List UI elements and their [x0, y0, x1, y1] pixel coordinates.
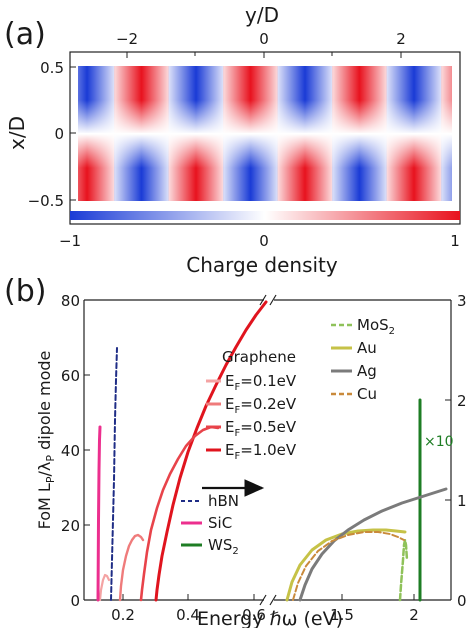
heatmap-fade-top	[78, 100, 452, 134]
panel-b-left-tick-40: 40	[61, 442, 80, 460]
panel-b-x-tick-0-4: 0.4	[176, 606, 200, 624]
panel-b-x-tick-0-2: 0.2	[111, 606, 135, 624]
panel-b-x-tick-1-5: 1.5	[330, 606, 354, 624]
panel-a-left-tick-0: 0	[54, 125, 64, 143]
panel-a-frame	[69, 51, 461, 225]
graphene-legend-entry: EF=0.5eV	[225, 418, 297, 439]
panel-b-left-tick-0: 0	[70, 592, 80, 610]
curve-mos2	[398, 538, 409, 602]
graphene-legend-entry: EF=0.2eV	[225, 395, 297, 416]
panel-a-label: (a)	[4, 17, 46, 52]
panel-b-x-tick-0-6: 0.6	[242, 606, 266, 624]
panel-b-y-axis-label: FoM LP/λP dipole mode	[35, 351, 57, 530]
ws2-x10-annotation: ×10	[424, 434, 454, 450]
graphene-legend-title: Graphene	[222, 348, 296, 366]
heatmap-fade-bottom	[78, 134, 452, 168]
panel-a-left-tick-neg0-5: −0.5	[28, 192, 64, 210]
colorbar-tick-1: 1	[450, 232, 460, 250]
left-legend-entry: WS2	[208, 536, 239, 557]
left-legend: hBN SiC WS2	[181, 492, 239, 557]
curve-graphene-ef-0-5	[139, 425, 220, 602]
panel-a-top-tick-0: 0	[259, 30, 269, 48]
curve-ag	[298, 487, 448, 602]
curve-graphene-ef-0-2	[118, 533, 145, 602]
charge-density-heatmap	[78, 66, 452, 201]
right-legend-entry: MoS2	[357, 316, 395, 337]
panel-b-right-tick-3: 3	[457, 292, 467, 310]
panel-b-x-tick-2: 2	[409, 606, 419, 624]
curve-hbn	[110, 347, 118, 601]
graphene-legend-entry: EF=1.0eV	[225, 441, 297, 462]
panel-b-left-tick-80: 80	[61, 292, 80, 310]
curve-graphene-ef-0-1	[98, 573, 111, 602]
right-legend-entry: Au	[357, 339, 377, 357]
panel-a-left-axis-label: x/D	[5, 116, 29, 150]
panel-b-right-tick-1: 1	[457, 492, 467, 510]
axis-break-marks	[259, 294, 277, 606]
colorbar-label: Charge density	[186, 253, 338, 277]
panel-b-left-ticks	[84, 299, 451, 601]
right-legend: MoS2 Au Ag Cu	[331, 316, 395, 403]
colorbar-tick-0: 0	[259, 232, 269, 250]
left-legend-entry: SiC	[208, 514, 232, 532]
panel-a-top-tick-2: 2	[396, 30, 406, 48]
panel-b-right-tick-0: 0	[457, 592, 467, 610]
colorbar-tick-neg1: −1	[59, 232, 81, 250]
heatmap-fade	[441, 66, 452, 133]
curve-sic	[96, 425, 102, 602]
right-legend-entry: Cu	[357, 385, 377, 403]
graphene-legend-entry: EF=0.1eV	[225, 372, 297, 393]
panel-b-curves	[96, 300, 448, 602]
panel-b-right-tick-2: 2	[457, 392, 467, 410]
panel-b-left-tick-20: 20	[61, 517, 80, 535]
panel-a-top-ticks	[70, 52, 402, 201]
panel-a-left-tick-0-5: 0.5	[40, 59, 64, 77]
panel-a-top-tick-neg2: −2	[116, 30, 138, 48]
panel-b-label: (b)	[4, 274, 46, 309]
curve-cu	[292, 531, 405, 601]
left-legend-entry: hBN	[208, 492, 239, 510]
panel-b-x-axis-label: Energy ℏω (eV)	[197, 608, 343, 628]
right-legend-entry: Ag	[357, 362, 377, 380]
panel-a-top-axis-label: y/D	[245, 3, 279, 27]
colorbar	[70, 211, 460, 220]
panel-b-left-tick-60: 60	[61, 367, 80, 385]
